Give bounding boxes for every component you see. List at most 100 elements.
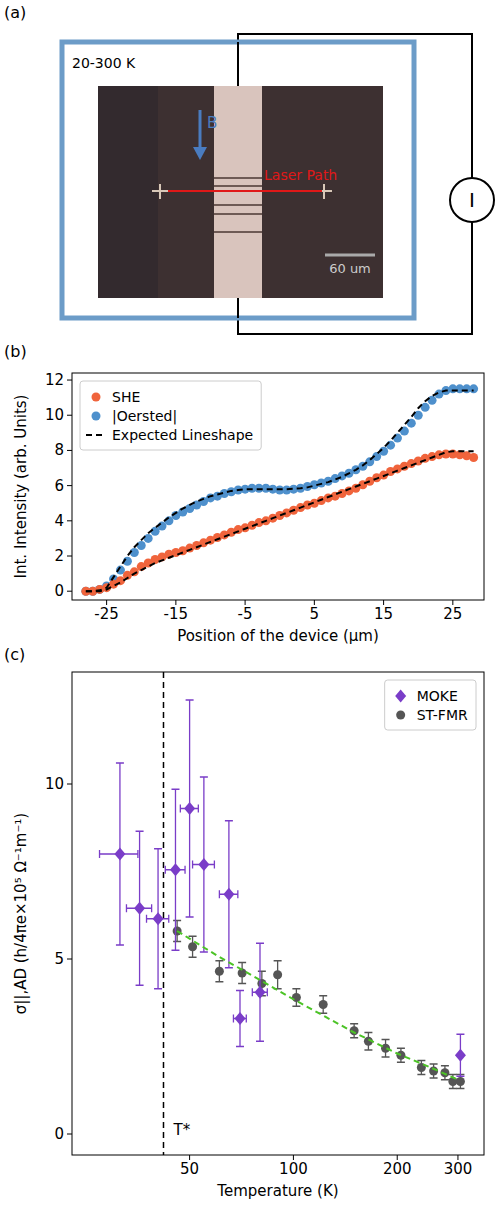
error-bar (238, 963, 246, 984)
fit-line (86, 451, 474, 591)
scale-bar-label: 60 um (329, 261, 371, 276)
legend-box (385, 680, 476, 730)
x-tick-label: 300 (444, 1160, 473, 1178)
legend-marker (395, 690, 406, 703)
data-point (144, 534, 153, 543)
x-tick-label: 100 (279, 1160, 308, 1178)
laser-label: Laser Path (264, 167, 337, 183)
chart: -25-15-551525024681012Position of the de… (12, 371, 484, 645)
data-point (153, 912, 164, 925)
data-point (223, 888, 234, 901)
y-tick-label: 12 (45, 371, 64, 389)
data-point (319, 1000, 328, 1009)
data-point (137, 541, 146, 550)
data-point (292, 993, 301, 1002)
y-tick (67, 591, 72, 592)
series (173, 921, 465, 1089)
micrograph-shade (98, 86, 158, 298)
legend-line (86, 434, 106, 436)
field-label: B (207, 114, 217, 132)
data-point (234, 1012, 245, 1025)
micrograph (98, 86, 383, 298)
series (81, 384, 478, 595)
ammeter (450, 178, 494, 222)
figure: (a) (b) (c) 20-300 K B Laser Path 60 um I -25 -15… (0, 0, 503, 1209)
legend-label: MOKE (417, 688, 458, 704)
y-tick (67, 415, 72, 416)
legend-symbol (86, 435, 106, 436)
fit-line (177, 931, 458, 1080)
x-tick-label: 25 (443, 605, 462, 623)
y-tick-label: 8 (54, 441, 64, 459)
data-point (469, 453, 478, 462)
legend-marker (92, 393, 101, 402)
annotation-line (163, 672, 165, 1155)
strip-line (214, 231, 262, 233)
x-tick-label: 5 (310, 605, 320, 623)
data-point (469, 384, 478, 393)
legend-box (80, 381, 261, 450)
laser-path (168, 190, 322, 192)
y-tick-label: 0 (54, 582, 64, 600)
y-tick (67, 959, 72, 960)
strip-line (214, 213, 262, 215)
data-point (114, 848, 125, 861)
y-tick (67, 450, 72, 451)
y-tick (67, 520, 72, 521)
legend-label: Expected Lineshape (112, 427, 253, 443)
series (81, 449, 478, 595)
annotation-label: T* (172, 1121, 190, 1139)
y-tick-label: 10 (45, 406, 64, 424)
data-point (396, 1051, 405, 1060)
error-bar (397, 1048, 405, 1062)
y-tick (67, 380, 72, 381)
y-tick (67, 485, 72, 486)
y-tick-label: 0 (54, 1125, 64, 1143)
y-tick-label: 2 (54, 547, 64, 565)
panel-label: (a) (4, 3, 26, 22)
y-tick-label: 6 (54, 477, 64, 495)
data-point (254, 986, 265, 999)
y-tick (67, 556, 72, 557)
x-tick-label: 50 (180, 1160, 199, 1178)
y-tick (67, 784, 72, 785)
wire (237, 298, 239, 318)
x-axis-title: Temperature (K) (216, 1182, 338, 1200)
x-tick-label: 15 (374, 605, 393, 623)
error-bar (215, 961, 223, 982)
cryostat-box (62, 42, 414, 318)
x-tick-label: -15 (164, 605, 189, 623)
error-bar (274, 961, 282, 989)
legend-marker (396, 711, 405, 720)
data-point (170, 863, 181, 876)
strip-line (214, 185, 262, 187)
legend-symbol (92, 412, 101, 421)
x-tick-label: -25 (94, 605, 119, 623)
y-tick (67, 1134, 72, 1135)
plot-data (81, 384, 478, 595)
y-axis-title: Int. Intensity (arb. Units) (12, 395, 30, 579)
panel-label: (c) (4, 645, 25, 664)
data-point (421, 403, 430, 412)
data-point (198, 858, 209, 871)
plot-data (100, 672, 466, 1155)
series (100, 700, 466, 1076)
field-arrow (199, 110, 202, 150)
plot-frame (72, 373, 484, 600)
data-point (184, 802, 195, 815)
chart: 501002003000510Temperature (K)σ||,AD (h/… (12, 672, 484, 1200)
data-point (215, 967, 224, 976)
current-label: I (469, 188, 475, 212)
scale-bar (325, 254, 375, 257)
x-axis-title: Position of the device (μm) (177, 627, 379, 645)
data-point (456, 1077, 465, 1086)
temperature-label: 20-300 K (72, 55, 136, 71)
legend-symbol (92, 393, 101, 402)
legend: SHE|Oersted|Expected Lineshape (80, 381, 261, 450)
legend-label: SHE (112, 389, 140, 405)
error-bar (319, 996, 327, 1014)
panel-label: (b) (4, 342, 27, 361)
y-axis-title: σ||,AD (h/4πe×10⁵ Ω⁻¹m⁻¹) (12, 813, 30, 1014)
fit-line (86, 391, 474, 592)
y-tick-label: 4 (54, 512, 64, 530)
